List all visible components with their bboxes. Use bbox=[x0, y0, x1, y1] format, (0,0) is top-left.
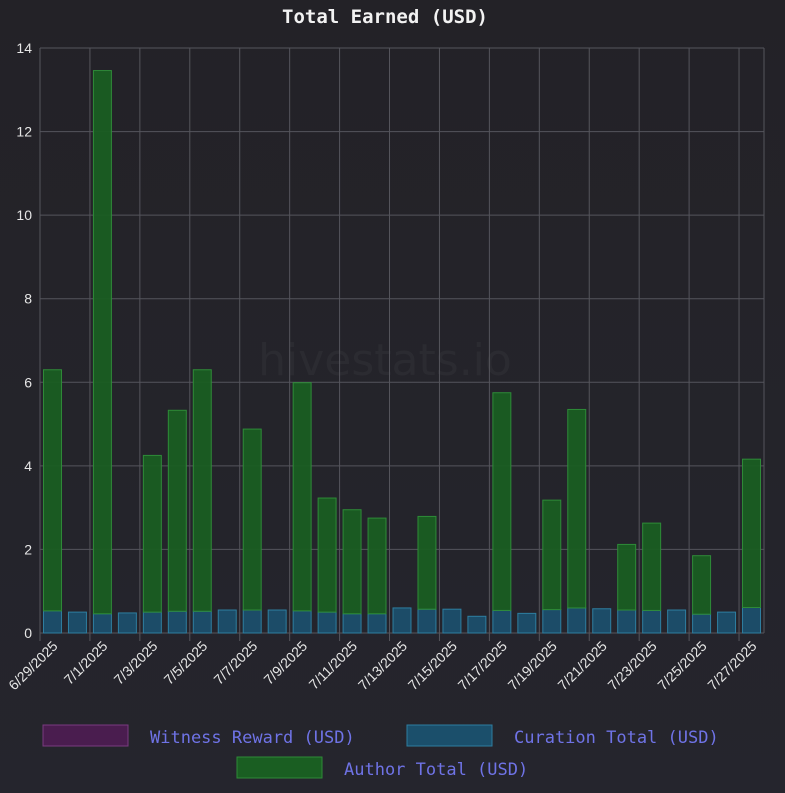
legend-swatch bbox=[406, 724, 493, 747]
author-total-bar[interactable] bbox=[742, 458, 762, 609]
x-tick-label: 7/19/2025 bbox=[505, 638, 561, 694]
x-tick-label: 6/29/2025 bbox=[5, 638, 61, 694]
author-total-bar[interactable] bbox=[492, 392, 512, 611]
x-tick-label: 7/25/2025 bbox=[654, 638, 710, 694]
legend-label: Witness Reward (USD) bbox=[150, 728, 355, 748]
y-tick-label: 2 bbox=[24, 541, 32, 557]
author-total-bar[interactable] bbox=[242, 428, 262, 611]
author-total-bar[interactable] bbox=[692, 555, 712, 615]
author-total-bar[interactable] bbox=[342, 509, 362, 615]
author-total-bar[interactable] bbox=[417, 515, 437, 610]
x-tick-label: 7/23/2025 bbox=[604, 638, 660, 694]
x-tick-label: 7/17/2025 bbox=[455, 638, 511, 694]
curation-total-bar[interactable] bbox=[517, 612, 537, 634]
curation-total-bar[interactable] bbox=[267, 609, 287, 634]
legend-swatch bbox=[236, 756, 323, 779]
curation-total-bar[interactable] bbox=[717, 611, 737, 634]
y-tick-label: 4 bbox=[24, 458, 32, 474]
y-tick-label: 10 bbox=[16, 207, 32, 223]
curation-total-bar[interactable] bbox=[292, 610, 312, 634]
legend-witness-reward[interactable]: Witness Reward (USD) bbox=[42, 724, 355, 748]
y-axis: 0 2 4 6 8 10 12 14 bbox=[16, 40, 32, 641]
curation-total-bar[interactable] bbox=[217, 609, 237, 634]
curation-total-bar[interactable] bbox=[242, 609, 262, 634]
author-total-bar[interactable] bbox=[317, 497, 337, 613]
x-tick-label: 7/27/2025 bbox=[704, 638, 760, 694]
legend-label: Author Total (USD) bbox=[344, 760, 528, 780]
curation-total-bar[interactable] bbox=[67, 611, 87, 634]
author-total-bar[interactable] bbox=[42, 369, 62, 612]
x-tick-label: 7/7/2025 bbox=[210, 638, 260, 688]
curation-total-bar[interactable] bbox=[467, 615, 487, 634]
curation-total-bar[interactable] bbox=[592, 608, 612, 634]
grid bbox=[39, 47, 765, 641]
y-tick-label: 8 bbox=[24, 291, 32, 307]
author-total-bar[interactable] bbox=[542, 499, 562, 611]
x-tick-label: 7/21/2025 bbox=[554, 638, 610, 694]
author-total-bar[interactable] bbox=[167, 409, 187, 612]
curation-total-bar[interactable] bbox=[142, 611, 162, 634]
y-tick-label: 6 bbox=[24, 374, 32, 390]
curation-total-bar[interactable] bbox=[42, 610, 62, 634]
y-tick-label: 0 bbox=[24, 625, 32, 641]
curation-total-bar[interactable] bbox=[367, 613, 387, 634]
curation-total-bar[interactable] bbox=[642, 609, 662, 634]
curation-total-bar[interactable] bbox=[192, 610, 212, 634]
legend-label: Curation Total (USD) bbox=[514, 728, 719, 748]
x-tick-label: 7/5/2025 bbox=[161, 638, 211, 688]
x-tick-label: 7/3/2025 bbox=[111, 638, 161, 688]
curation-total-bar[interactable] bbox=[117, 612, 137, 634]
x-axis: 6/29/2025 7/1/2025 7/3/2025 7/5/2025 7/7/202… bbox=[5, 638, 760, 694]
author-total-bar[interactable] bbox=[567, 408, 587, 609]
curation-total-bar[interactable] bbox=[317, 611, 337, 634]
curation-total-bar[interactable] bbox=[542, 609, 562, 634]
x-tick-label: 7/1/2025 bbox=[61, 638, 111, 688]
legend-swatch bbox=[42, 724, 129, 747]
curation-total-bar[interactable] bbox=[392, 607, 412, 634]
bars bbox=[42, 70, 762, 634]
curation-total-bar[interactable] bbox=[167, 610, 187, 634]
x-tick-label: 7/13/2025 bbox=[355, 638, 411, 694]
watermark: hivestats.io bbox=[258, 335, 512, 386]
author-total-bar[interactable] bbox=[617, 543, 637, 611]
author-total-bar[interactable] bbox=[642, 522, 662, 611]
legend-author-total[interactable]: Author Total (USD) bbox=[236, 756, 528, 780]
curation-total-bar[interactable] bbox=[492, 609, 512, 634]
legend[interactable]: Witness Reward (USD) Curation Total (USD)… bbox=[42, 724, 719, 780]
x-tick-label: 7/15/2025 bbox=[405, 638, 461, 694]
author-total-bar[interactable] bbox=[142, 454, 162, 613]
x-tick-label: 7/11/2025 bbox=[306, 638, 361, 693]
curation-total-bar[interactable] bbox=[92, 613, 112, 634]
x-tick-label: 7/9/2025 bbox=[260, 638, 310, 688]
curation-total-bar[interactable] bbox=[442, 608, 462, 634]
author-total-bar[interactable] bbox=[367, 517, 387, 615]
curation-total-bar[interactable] bbox=[742, 607, 762, 634]
curation-total-bar[interactable] bbox=[417, 608, 437, 634]
author-total-bar[interactable] bbox=[92, 70, 112, 615]
y-tick-label: 12 bbox=[16, 124, 32, 140]
y-tick-label: 14 bbox=[16, 40, 32, 56]
author-total-bar[interactable] bbox=[192, 369, 212, 612]
curation-total-bar[interactable] bbox=[567, 607, 587, 634]
chart-title: Total Earned (USD) bbox=[282, 6, 488, 28]
curation-total-bar[interactable] bbox=[617, 609, 637, 634]
curation-total-bar[interactable] bbox=[342, 613, 362, 634]
curation-total-bar[interactable] bbox=[667, 609, 687, 634]
author-total-bar[interactable] bbox=[292, 382, 312, 612]
curation-total-bar[interactable] bbox=[692, 613, 712, 634]
legend-curation-total[interactable]: Curation Total (USD) bbox=[406, 724, 719, 748]
